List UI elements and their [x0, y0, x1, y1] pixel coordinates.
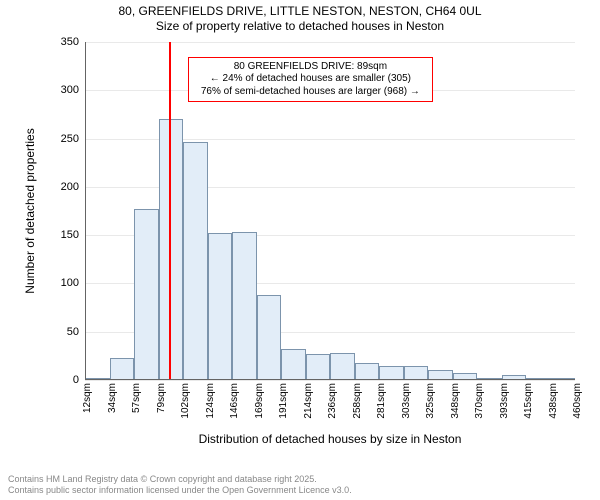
attribution-line-1: Contains HM Land Registry data © Crown c… [8, 474, 352, 485]
gridline-h [85, 380, 575, 381]
y-tick-label: 300 [61, 84, 85, 96]
y-axis-label: Number of detached properties [23, 128, 37, 293]
x-tick-label: 169sqm [254, 383, 260, 419]
histogram-bar [110, 358, 135, 380]
y-tick-label: 350 [61, 36, 85, 48]
gridline-h [85, 42, 575, 43]
attribution-line-2: Contains public sector information licen… [8, 485, 352, 496]
histogram-bar [330, 353, 355, 380]
chart-plot-area: 05010015020025030035080 GREENFIELDS DRIV… [85, 42, 575, 380]
x-tick-label: 348sqm [450, 383, 456, 419]
histogram-bar [208, 233, 233, 380]
y-tick-label: 250 [61, 133, 85, 145]
x-tick-label: 258sqm [352, 383, 358, 419]
x-tick-label: 370sqm [474, 383, 480, 419]
x-tick-label: 146sqm [229, 383, 235, 419]
title-line-2: Size of property relative to detached ho… [0, 19, 600, 34]
x-tick-label: 102sqm [180, 383, 186, 419]
annotation-line: 80 GREENFIELDS DRIVE: 89sqm [194, 61, 427, 74]
histogram-bar [183, 142, 208, 380]
x-tick-label: 460sqm [572, 383, 578, 419]
annotation-line: 76% of semi-detached houses are larger (… [194, 86, 427, 99]
reference-line [169, 42, 171, 380]
title-line-1: 80, GREENFIELDS DRIVE, LITTLE NESTON, NE… [0, 4, 600, 19]
y-tick-label: 100 [61, 277, 85, 289]
x-axis-line [85, 379, 575, 380]
x-tick-label: 438sqm [548, 383, 554, 419]
x-tick-label: 236sqm [327, 383, 333, 419]
x-tick-label: 325sqm [425, 383, 431, 419]
attribution: Contains HM Land Registry data © Crown c… [8, 474, 352, 497]
histogram-bar [257, 295, 282, 380]
y-axis-line [85, 42, 86, 380]
x-tick-label: 79sqm [156, 383, 162, 413]
y-tick-label: 150 [61, 229, 85, 241]
chart-title: 80, GREENFIELDS DRIVE, LITTLE NESTON, NE… [0, 4, 600, 34]
x-tick-label: 303sqm [401, 383, 407, 419]
histogram-bar [379, 366, 404, 380]
x-tick-label: 415sqm [523, 383, 529, 419]
x-tick-label: 393sqm [499, 383, 505, 419]
annotation-line: ← 24% of detached houses are smaller (30… [194, 73, 427, 86]
y-tick-label: 200 [61, 181, 85, 193]
annotation-box: 80 GREENFIELDS DRIVE: 89sqm← 24% of deta… [188, 57, 433, 103]
histogram-bar [306, 354, 331, 380]
x-tick-label: 191sqm [278, 383, 284, 419]
histogram-bar [134, 209, 159, 380]
x-tick-label: 124sqm [205, 383, 211, 419]
histogram-bar [355, 363, 380, 380]
x-axis-label: Distribution of detached houses by size … [85, 432, 575, 446]
histogram-bar [404, 366, 429, 380]
x-tick-label: 214sqm [303, 383, 309, 419]
y-tick-label: 50 [67, 326, 85, 338]
histogram-bar [232, 232, 257, 380]
histogram-bar [281, 349, 306, 380]
x-tick-label: 12sqm [82, 383, 88, 413]
x-tick-label: 34sqm [107, 383, 113, 413]
x-tick-label: 281sqm [376, 383, 382, 419]
x-tick-label: 57sqm [131, 383, 137, 413]
